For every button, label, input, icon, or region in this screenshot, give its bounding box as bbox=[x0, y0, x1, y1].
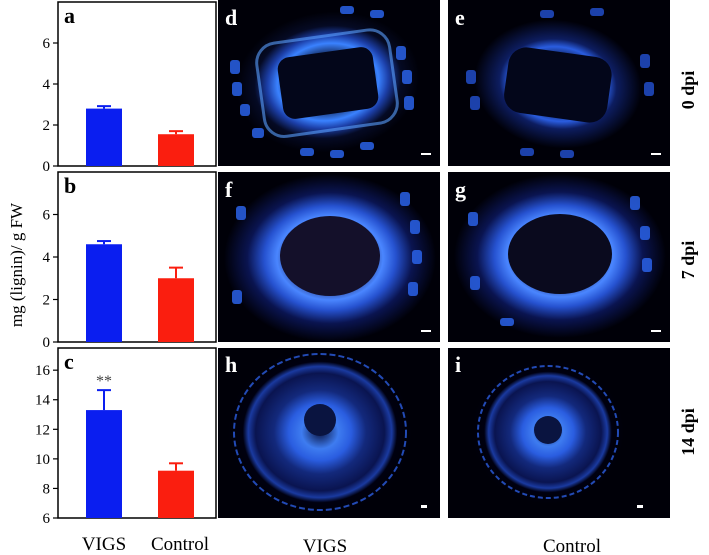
micrograph-i bbox=[448, 348, 670, 518]
panel-letter-a: a bbox=[64, 3, 75, 28]
y-tick-label: 2 bbox=[43, 118, 51, 134]
row-label-0dpi: 0 dpi bbox=[678, 71, 698, 110]
panel-letter-g: g bbox=[455, 177, 466, 202]
y-tick-label: 0 bbox=[43, 159, 51, 175]
panel-letter-d: d bbox=[225, 5, 237, 30]
y-tick-label: 2 bbox=[43, 293, 51, 309]
panel-letter-c: c bbox=[64, 349, 74, 374]
y-tick-label: 10 bbox=[35, 452, 50, 468]
y-tick-label: 6 bbox=[43, 36, 51, 52]
bar-chart-b: b 0 2 4 6 bbox=[43, 171, 217, 351]
y-tick-label: 0 bbox=[43, 335, 51, 351]
micrograph-h bbox=[218, 348, 440, 518]
y-tick-label: 8 bbox=[43, 481, 51, 497]
micrograph-d bbox=[218, 0, 440, 166]
bar-chart-c: c 6 8 10 12 14 16 ** bbox=[35, 347, 217, 527]
bar-vigs bbox=[86, 108, 122, 166]
panel-letter-h: h bbox=[225, 352, 237, 377]
y-tick-label: 16 bbox=[35, 363, 51, 379]
bar-control bbox=[158, 134, 194, 166]
micrograph-f bbox=[218, 172, 440, 342]
row-label-14dpi: 14 dpi bbox=[678, 408, 698, 456]
y-tick-label: 14 bbox=[35, 393, 51, 409]
panel-letter-b: b bbox=[64, 173, 76, 198]
row-label-7dpi: 7 dpi bbox=[678, 241, 698, 280]
bar-vigs bbox=[86, 244, 122, 342]
y-axis-label: mg (lignin)/ g FW bbox=[7, 202, 26, 327]
column-label-vigs: VIGS bbox=[303, 536, 347, 555]
y-tick-label: 6 bbox=[43, 511, 51, 527]
micrograph-g bbox=[448, 172, 670, 342]
y-tick-label: 4 bbox=[43, 77, 51, 93]
y-tick-label: 4 bbox=[43, 250, 51, 266]
y-tick-label: 6 bbox=[43, 208, 51, 224]
panel-letter-e: e bbox=[455, 5, 465, 30]
micrograph-e bbox=[448, 0, 670, 166]
y-tick-label: 12 bbox=[35, 422, 50, 438]
panel-letter-f: f bbox=[225, 177, 233, 202]
bar-control bbox=[158, 470, 194, 518]
bar-control bbox=[158, 278, 194, 342]
bar-chart-a: a 0 2 4 6 bbox=[43, 1, 217, 175]
significance-marker: ** bbox=[96, 373, 112, 390]
panel-letter-i: i bbox=[455, 352, 461, 377]
bar-vigs bbox=[86, 410, 122, 518]
column-label-control: Control bbox=[543, 536, 601, 555]
x-category-control: Control bbox=[151, 534, 209, 555]
x-category-vigs: VIGS bbox=[82, 534, 126, 555]
